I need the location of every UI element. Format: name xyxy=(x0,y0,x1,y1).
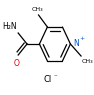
Text: N: N xyxy=(73,38,79,48)
Text: Cl: Cl xyxy=(44,76,52,84)
Text: +: + xyxy=(79,36,85,42)
Text: O: O xyxy=(13,59,19,68)
Text: H₂N: H₂N xyxy=(2,22,16,31)
Text: CH₃: CH₃ xyxy=(82,59,94,64)
Text: CH₃: CH₃ xyxy=(32,7,43,12)
Text: ⁻: ⁻ xyxy=(54,74,57,80)
